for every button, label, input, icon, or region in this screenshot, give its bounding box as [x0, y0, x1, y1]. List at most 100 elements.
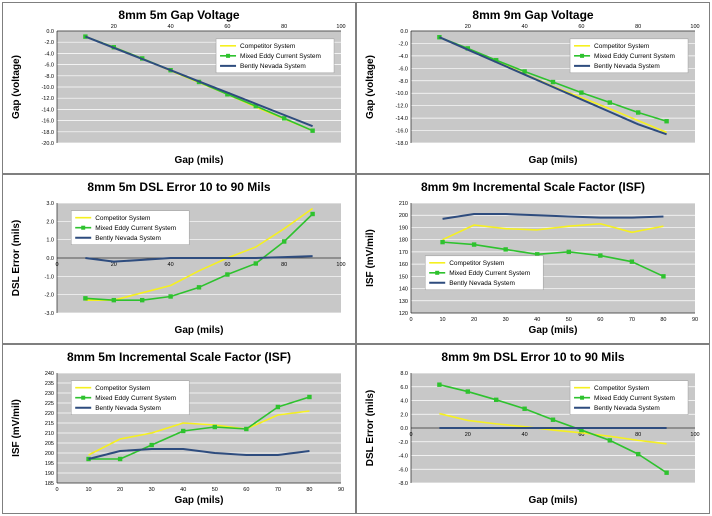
- legend-label-mixed: Mixed Eddy Current System: [95, 395, 176, 402]
- y-tick-label: -3.0: [45, 311, 54, 317]
- y-tick-label: -2.0: [45, 293, 54, 299]
- x-tick-label: 20: [111, 24, 117, 30]
- y-tick-label: -2.0: [399, 41, 408, 47]
- chart-title: 8mm 9m Incremental Scale Factor (ISF): [421, 180, 645, 194]
- x-tick-label: 70: [629, 317, 635, 323]
- y-tick-label: 215: [45, 421, 54, 427]
- data-point-mixed: [598, 253, 603, 258]
- x-axis-title: Gap (mils): [529, 325, 578, 336]
- y-tick-label: 195: [45, 461, 54, 467]
- legend-label-competitor: Competitor System: [240, 43, 295, 50]
- data-point-mixed: [253, 103, 258, 109]
- legend-marker-mixed: [81, 395, 86, 400]
- chart-title: 8mm 5m Gap Voltage: [118, 8, 239, 22]
- legend-marker-mixed: [580, 53, 585, 58]
- y-tick-label: -10.0: [41, 85, 54, 91]
- x-axis-title: Gap (mils): [175, 325, 224, 336]
- chart-panel-4: 8mm 9m Incremental Scale Factor (ISF) 210…: [356, 174, 710, 344]
- y-tick-label: 210: [399, 201, 408, 207]
- x-axis-title: Gap (mils): [529, 155, 578, 166]
- chart-panel-2: 8mm 9m Gap Voltage 0.0 -2.0 -4.0 -6.0 -8.0 -10…: [356, 2, 710, 174]
- chart-svg: 8mm 9m DSL Error 10 to 90 Mils 8.0 6.0 4.0 2…: [365, 350, 700, 506]
- y-tick-label: -2.0: [399, 440, 408, 446]
- x-tick-label: 100: [336, 262, 345, 268]
- series-line-mixed: [88, 396, 310, 460]
- data-point-mixed: [522, 406, 527, 411]
- series-line-bently: [88, 448, 310, 460]
- x-tick-label: 80: [281, 262, 287, 268]
- y-tick-label: -4.0: [399, 454, 408, 460]
- legend-label-bently: Bently Nevada System: [95, 235, 161, 242]
- y-tick-label: 120: [399, 311, 408, 317]
- x-tick-label: 40: [168, 24, 174, 30]
- legend-label-competitor: Competitor System: [449, 260, 504, 267]
- legend-label-competitor: Competitor System: [95, 385, 150, 392]
- x-tick-label: 20: [111, 262, 117, 268]
- data-point-mixed: [83, 34, 88, 39]
- x-tick-label: 40: [534, 317, 540, 323]
- y-tick-label: 220: [45, 411, 54, 417]
- x-tick-label: 60: [224, 262, 230, 268]
- data-point-mixed: [282, 116, 287, 121]
- data-point-mixed: [275, 404, 281, 410]
- series-line-mixed: [442, 241, 664, 278]
- data-point-mixed: [494, 397, 499, 403]
- y-tick-label: 180: [399, 238, 408, 244]
- legend-label-mixed: Mixed Eddy Current System: [240, 53, 321, 60]
- series-line-bently: [85, 255, 313, 263]
- y-tick-label: -2.0: [45, 40, 54, 46]
- data-point-mixed: [522, 69, 527, 74]
- y-axis-title: ISF (mV/mil): [11, 399, 22, 457]
- y-tick-label: -14.0: [395, 116, 408, 122]
- y-axis-title: Gap (voltage): [365, 55, 376, 119]
- y-tick-label: 0.0: [46, 256, 54, 262]
- y-tick-label: 170: [399, 250, 408, 256]
- y-axis-title: DSL Error (mils): [365, 390, 376, 467]
- data-point-mixed: [168, 294, 173, 299]
- x-tick-label: 60: [243, 487, 249, 493]
- data-point-mixed: [111, 297, 116, 303]
- y-tick-label: 210: [45, 431, 54, 437]
- x-tick-label: 40: [180, 487, 186, 493]
- x-tick-label: 50: [212, 487, 218, 493]
- data-point-mixed: [181, 428, 186, 434]
- chart-panel-6: 8mm 9m DSL Error 10 to 90 Mils 8.0 6.0 4.0 2…: [356, 344, 710, 514]
- legend-label-bently: Bently Nevada System: [594, 63, 660, 70]
- x-tick-label: 100: [690, 432, 699, 438]
- legend-label-bently: Bently Nevada System: [594, 405, 660, 412]
- y-tick-label: 8.0: [400, 371, 408, 377]
- legend-label-competitor: Competitor System: [594, 43, 649, 50]
- chart-title: 8mm 9m DSL Error 10 to 90 Mils: [441, 350, 625, 364]
- data-point-mixed: [149, 442, 154, 448]
- legend-marker-mixed: [580, 395, 585, 400]
- y-tick-label: 150: [399, 274, 408, 280]
- x-tick-label: 80: [306, 487, 312, 493]
- chart-title: 8mm 5m Incremental Scale Factor (ISF): [67, 350, 291, 364]
- y-axis-title: DSL Error (mils): [11, 220, 22, 297]
- x-axis-title: Gap (mils): [529, 495, 578, 506]
- y-tick-label: 6.0: [400, 385, 408, 391]
- chart-svg: 8mm 5m Gap Voltage 0.0 -2.0 -4.0 -6.0 -8.0 -10…: [11, 8, 346, 166]
- data-point-mixed: [503, 247, 508, 252]
- x-tick-label: 60: [224, 24, 230, 30]
- x-axis-title: Gap (mils): [175, 495, 224, 506]
- y-tick-label: 190: [399, 225, 408, 231]
- y-tick-label: -16.0: [395, 129, 408, 135]
- data-point-mixed: [471, 242, 477, 247]
- x-tick-label: 60: [578, 432, 584, 438]
- y-tick-label: -12.0: [395, 104, 408, 110]
- x-tick-label: 0: [55, 487, 58, 493]
- series-line-competitor: [442, 222, 664, 241]
- data-point-mixed: [664, 119, 669, 124]
- y-tick-label: 4.0: [400, 399, 408, 405]
- x-tick-label: 80: [635, 24, 641, 30]
- y-tick-label: 0.0: [46, 29, 54, 35]
- data-point-mixed: [310, 211, 315, 217]
- y-tick-label: 200: [399, 213, 408, 219]
- data-point-mixed: [437, 382, 442, 387]
- y-tick-label: -8.0: [399, 79, 408, 85]
- x-tick-label: 20: [471, 317, 477, 323]
- y-tick-label: -18.0: [395, 141, 408, 147]
- y-tick-label: 230: [45, 391, 54, 397]
